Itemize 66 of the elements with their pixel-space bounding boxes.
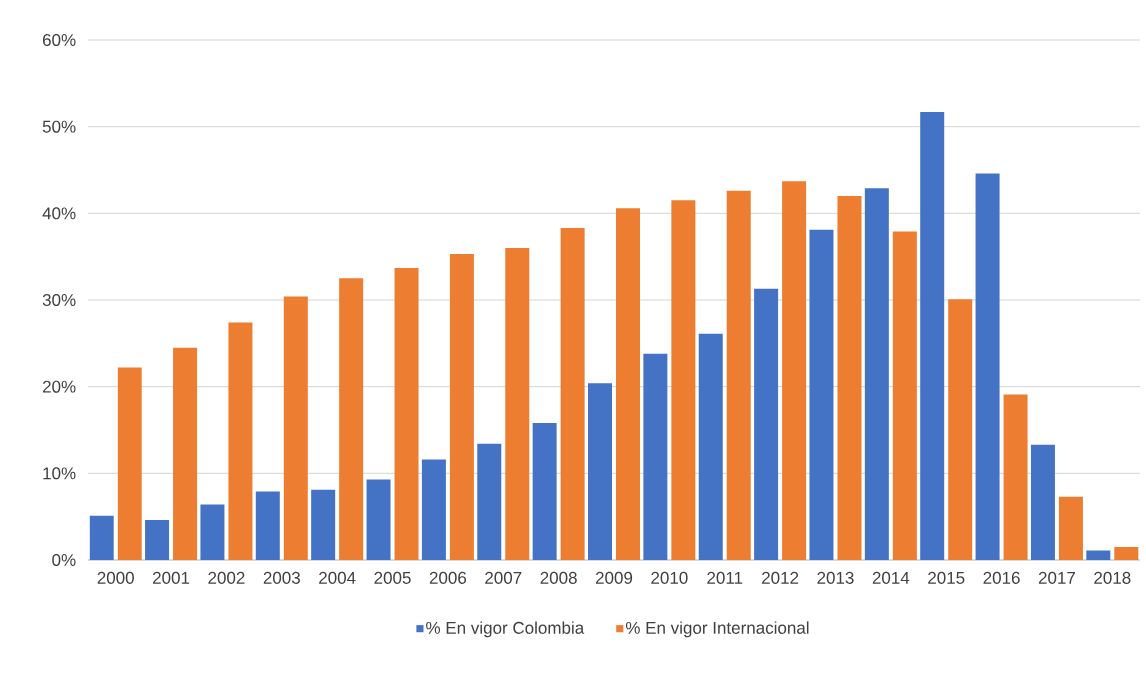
x-tick-label: 2014 bbox=[872, 571, 910, 584]
bar bbox=[1030, 444, 1055, 560]
x-tick-label: 2001 bbox=[153, 571, 190, 584]
y-tick-label: 50% bbox=[42, 120, 76, 133]
bar bbox=[311, 489, 336, 560]
x-tick-label: 2017 bbox=[1038, 571, 1075, 584]
x-tick-label: 2016 bbox=[983, 571, 1020, 584]
bar bbox=[726, 190, 751, 560]
x-tick-label: 2010 bbox=[651, 571, 688, 584]
legend-label: % En vigor Internacional bbox=[625, 621, 809, 638]
x-tick-label: 2006 bbox=[429, 571, 467, 584]
x-tick-label: 2005 bbox=[374, 571, 411, 584]
bar bbox=[671, 200, 696, 560]
bar bbox=[864, 188, 889, 560]
bar bbox=[394, 267, 419, 560]
bar bbox=[1086, 550, 1111, 560]
bar bbox=[975, 173, 1000, 560]
bar bbox=[1114, 546, 1139, 560]
x-tick-label: 2002 bbox=[208, 571, 245, 584]
bar bbox=[117, 367, 142, 560]
bar bbox=[449, 254, 474, 560]
bar bbox=[809, 229, 834, 560]
bar bbox=[255, 491, 280, 560]
bar bbox=[892, 231, 917, 560]
x-tick-label: 2009 bbox=[595, 571, 633, 584]
bar bbox=[920, 111, 945, 560]
bar bbox=[616, 208, 640, 560]
legend-label: % En vigor Colombia bbox=[426, 621, 585, 638]
x-tick-label: 2011 bbox=[707, 571, 743, 584]
x-tick-label: 2007 bbox=[485, 571, 522, 584]
bar bbox=[145, 520, 170, 560]
x-tick-label: 2015 bbox=[928, 571, 965, 584]
bar bbox=[228, 322, 253, 560]
y-tick-label: 40% bbox=[42, 207, 76, 220]
bar bbox=[339, 278, 364, 560]
y-tick-label: 10% bbox=[43, 467, 76, 480]
x-tick-label: 2000 bbox=[97, 571, 134, 584]
y-tick-label: 30% bbox=[42, 293, 76, 307]
bar bbox=[200, 504, 225, 560]
bar bbox=[588, 383, 612, 560]
bar bbox=[283, 296, 308, 560]
y-tick-label: 0% bbox=[52, 553, 76, 567]
bar bbox=[532, 423, 557, 560]
bar bbox=[560, 228, 585, 560]
bar bbox=[837, 195, 862, 560]
bar bbox=[477, 443, 502, 560]
bar bbox=[1003, 394, 1028, 560]
y-tick-label: 20% bbox=[42, 380, 76, 393]
y-tick-label: 60% bbox=[42, 33, 76, 47]
bar bbox=[643, 353, 668, 560]
bar bbox=[782, 181, 807, 560]
x-tick-label: 2013 bbox=[817, 571, 854, 584]
bar bbox=[505, 248, 530, 560]
bar bbox=[89, 515, 114, 560]
bar bbox=[1058, 496, 1083, 560]
bar bbox=[948, 299, 973, 560]
x-tick-label: 2003 bbox=[263, 571, 300, 584]
x-tick-label: 2018 bbox=[1094, 571, 1131, 584]
x-tick-label: 2004 bbox=[319, 571, 356, 584]
bar bbox=[421, 459, 446, 560]
x-tick-label: 2012 bbox=[762, 571, 799, 584]
bar bbox=[754, 288, 779, 560]
x-tick-label: 2008 bbox=[540, 571, 577, 584]
bar bbox=[173, 347, 198, 560]
bar bbox=[366, 479, 391, 560]
bar bbox=[698, 333, 723, 560]
